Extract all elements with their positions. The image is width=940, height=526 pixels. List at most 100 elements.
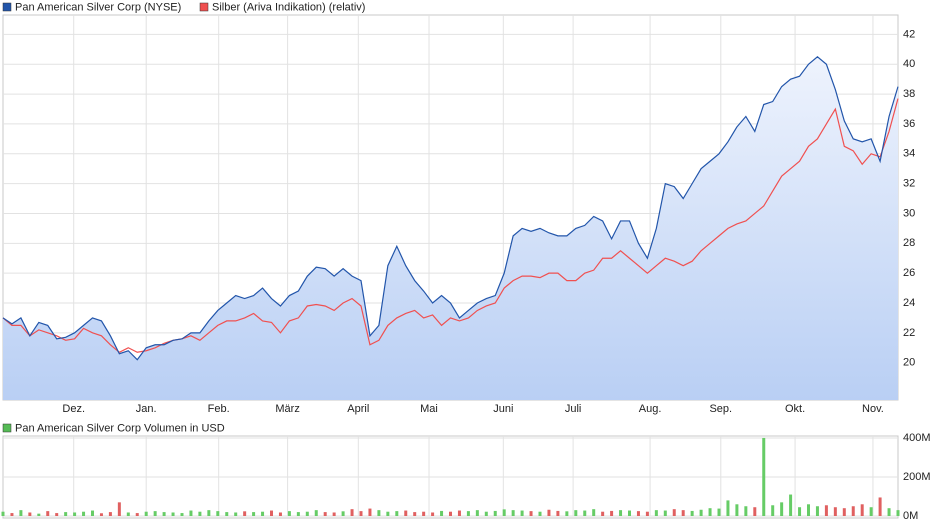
- x-tick-label: Dez.: [62, 403, 85, 415]
- volume-bar: [207, 510, 211, 516]
- volume-bar: [565, 511, 569, 516]
- volume-bar: [368, 508, 372, 516]
- y-tick-label: 200M: [903, 471, 931, 483]
- y-tick-label: 42: [903, 28, 915, 40]
- volume-bar: [162, 512, 166, 516]
- volume-bar: [511, 510, 515, 516]
- x-tick-label: Feb.: [208, 403, 230, 415]
- volume-bar: [735, 504, 739, 516]
- y-tick-label: 28: [903, 237, 915, 249]
- volume-bar: [815, 506, 819, 516]
- volume-bar: [717, 508, 721, 516]
- volume-bar: [663, 510, 667, 516]
- volume-bar: [261, 511, 265, 516]
- area: [3, 56, 898, 400]
- legend-label: Pan American Silver Corp Volumen in USD: [15, 422, 225, 434]
- y-tick-label: 40: [903, 58, 915, 70]
- volume-bar: [270, 510, 273, 516]
- volume-bar: [395, 511, 399, 516]
- y-tick-label: 400M: [903, 432, 931, 444]
- volume-bar: [37, 513, 41, 516]
- volume-bar: [636, 511, 640, 516]
- volume-bar: [681, 510, 685, 516]
- volume-bar: [807, 504, 810, 516]
- volume-bar: [789, 494, 793, 516]
- volume-bar: [287, 511, 291, 516]
- volume-bar: [359, 511, 363, 516]
- volume-bar: [252, 512, 256, 516]
- volume-bar: [19, 510, 23, 516]
- volume-bar: [771, 505, 775, 516]
- volume-bar: [896, 510, 900, 516]
- x-tick-label: Aug.: [639, 403, 662, 415]
- volume-bar: [538, 511, 542, 516]
- volume-bar: [305, 511, 309, 516]
- x-tick-label: April: [347, 403, 369, 415]
- volume-bar: [108, 512, 112, 516]
- volume-bar: [82, 511, 86, 516]
- volume-bar: [744, 506, 748, 516]
- legend-label: Silber (Ariva Indikation) (relativ): [212, 1, 365, 13]
- volume-bar: [180, 513, 184, 516]
- y-tick-label: 38: [903, 88, 915, 100]
- x-tick-label: Juli: [565, 403, 582, 415]
- volume-bar: [610, 510, 614, 516]
- volume-bar: [153, 511, 157, 516]
- volume-bar: [699, 509, 703, 516]
- y-tick-label: 34: [903, 148, 915, 160]
- x-tick-label: Okt.: [785, 403, 805, 415]
- y-tick-label: 30: [903, 207, 915, 219]
- volume-bar: [332, 512, 336, 516]
- volume-bar: [851, 506, 855, 516]
- volume-bar: [574, 510, 578, 516]
- volume-bar: [493, 510, 497, 516]
- volume-bar: [91, 510, 94, 516]
- volume-bar: [645, 511, 649, 516]
- volume-bar: [1, 511, 5, 516]
- volume-bar: [619, 510, 623, 516]
- x-tick-label: Sep.: [709, 403, 732, 415]
- y-tick-label: 22: [903, 327, 915, 339]
- volume-bar: [583, 510, 587, 516]
- line: [2, 98, 899, 353]
- volume-bar: [520, 510, 524, 516]
- volume-bar: [484, 511, 488, 516]
- y-tick-label: 24: [903, 297, 915, 309]
- volume-bar: [708, 508, 712, 516]
- volume-bar: [225, 512, 229, 516]
- volume-bar: [296, 512, 300, 516]
- volume-bar: [234, 512, 238, 516]
- volume-bar: [377, 510, 381, 516]
- volume-bar: [28, 512, 32, 516]
- y-tick-label: 20: [903, 357, 915, 369]
- x-tick-label: Nov.: [862, 403, 884, 415]
- volume-bar: [824, 505, 828, 516]
- volume-bar: [243, 511, 247, 516]
- legend-swatch: [199, 2, 209, 12]
- volume-bar: [99, 513, 103, 516]
- line: [2, 56, 899, 361]
- volume-bar: [341, 511, 345, 516]
- volume-bar: [189, 510, 193, 516]
- volume-bar: [198, 511, 202, 516]
- legend-swatch: [2, 423, 12, 433]
- volume-bar: [457, 510, 461, 516]
- volume-bar: [798, 507, 802, 516]
- volume-bar: [690, 510, 694, 516]
- volume-bar: [126, 512, 130, 516]
- volume-bar: [869, 507, 873, 516]
- volume-bar: [278, 512, 282, 516]
- volume-bar: [144, 511, 148, 516]
- volume-bar: [475, 510, 479, 516]
- volume-bar: [64, 512, 68, 516]
- legend-label: Pan American Silver Corp (NYSE): [15, 1, 181, 13]
- volume-bar: [314, 510, 318, 516]
- volume-bar: [833, 507, 837, 516]
- volume-bar: [860, 504, 864, 516]
- volume-bar: [780, 502, 784, 516]
- volume-bar: [440, 510, 444, 516]
- y-tick-label: 32: [903, 178, 915, 190]
- volume-bar: [878, 497, 882, 516]
